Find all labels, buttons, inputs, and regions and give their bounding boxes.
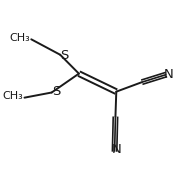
Text: N: N	[112, 143, 122, 157]
Text: S: S	[60, 49, 69, 62]
Text: CH₃: CH₃	[2, 91, 23, 101]
Text: CH₃: CH₃	[10, 33, 30, 43]
Text: N: N	[164, 68, 174, 81]
Text: S: S	[52, 85, 60, 98]
